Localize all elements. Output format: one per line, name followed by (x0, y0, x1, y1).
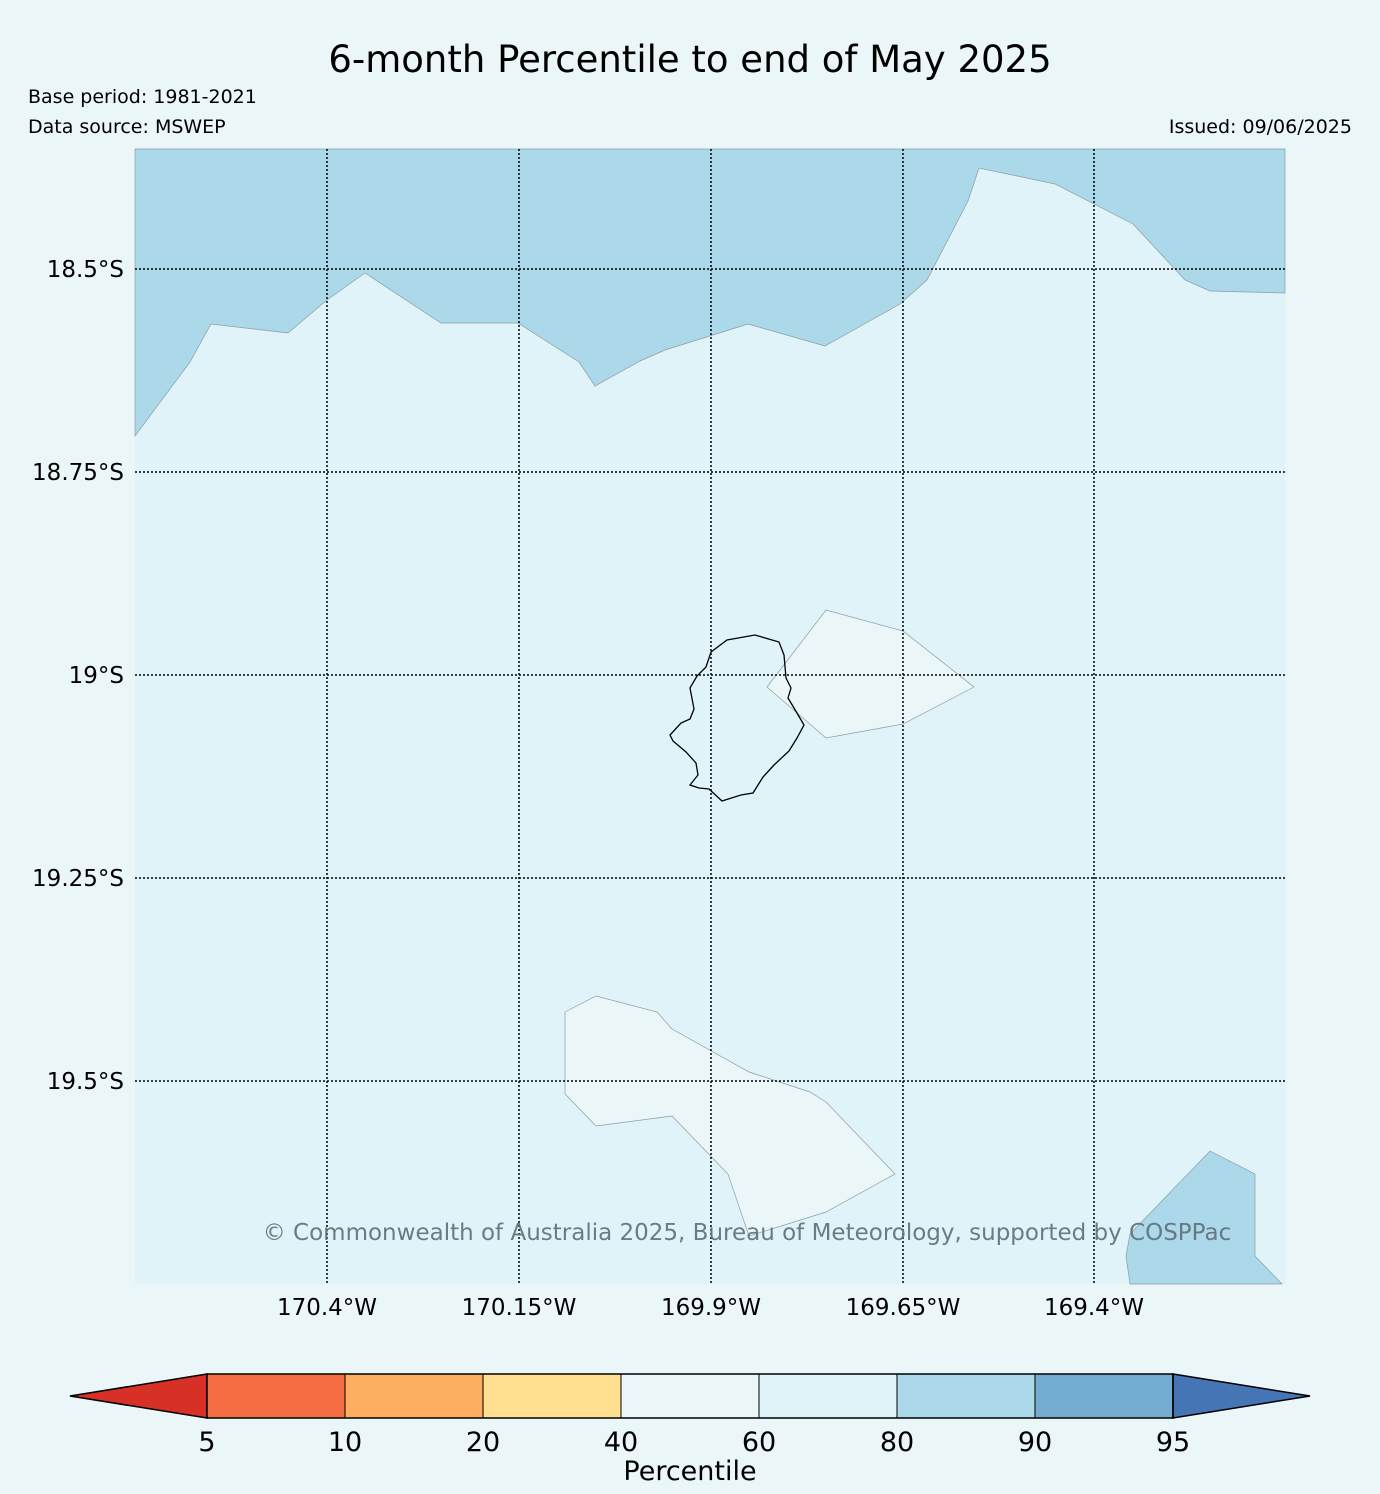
data-source: Data source: MSWEP (28, 116, 226, 138)
lat-label: 19.5°S (47, 1069, 124, 1095)
colorbar-tick: 20 (466, 1427, 500, 1458)
lat-label: 18.5°S (47, 257, 124, 283)
lon-label: 169.4°W (1044, 1295, 1144, 1321)
region-80-90-south (1125, 1150, 1283, 1285)
colorbar-segment-80-90 (897, 1374, 1035, 1418)
map-area: © Commonwealth of Australia 2025, Bureau… (134, 148, 1286, 1285)
longitude-labels: 170.4°W 170.15°W 169.9°W 169.65°W 169.4°… (277, 1295, 1144, 1321)
colorbar-dividers (344, 1374, 1036, 1418)
lon-label: 170.4°W (277, 1295, 377, 1321)
colorbar-segment-90-95 (1035, 1374, 1173, 1418)
colorbar-segment-10-20 (345, 1374, 483, 1418)
region-80-90-north (134, 148, 1286, 438)
lon-label: 169.9°W (661, 1295, 761, 1321)
colorbar: 5 10 20 40 60 80 90 95 Percentile (69, 1373, 1311, 1487)
colorbar-segment-5-10 (207, 1374, 345, 1418)
colorbar-tick: 5 (198, 1427, 215, 1458)
colorbar-tick: 60 (742, 1427, 776, 1458)
colorbar-ticks: 5 10 20 40 60 80 90 95 (198, 1427, 1190, 1458)
colorbar-tick: 40 (604, 1427, 638, 1458)
base-period: Base period: 1981-2021 (28, 86, 257, 108)
region-40-60-east (766, 609, 975, 739)
lat-label: 19°S (69, 663, 124, 689)
colorbar-tick: 95 (1156, 1427, 1190, 1458)
island-outline-niue (669, 634, 805, 802)
colorbar-tick: 10 (328, 1427, 362, 1458)
lat-label: 19.25°S (32, 866, 124, 892)
copyright-notice: © Commonwealth of Australia 2025, Bureau… (263, 1220, 1232, 1246)
colorbar-label: Percentile (623, 1456, 756, 1487)
gridlines (135, 149, 1285, 1284)
lat-label: 18.75°S (32, 460, 124, 486)
region-40-60-south (564, 995, 896, 1237)
issued-date: Issued: 09/06/2025 (1168, 116, 1352, 138)
colorbar-tick: 90 (1018, 1427, 1052, 1458)
colorbar-extend-low (69, 1373, 208, 1419)
colorbar-tick: 80 (880, 1427, 914, 1458)
colorbar-segment-40-60 (621, 1374, 759, 1418)
lon-label: 169.65°W (846, 1295, 961, 1321)
colorbar-extend-high (1172, 1373, 1311, 1419)
colorbar-segment-20-40 (483, 1374, 621, 1418)
colorbar-frame (206, 1373, 1174, 1419)
colorbar-segment-60-80 (759, 1374, 897, 1418)
map-title: 6-month Percentile to end of May 2025 (328, 38, 1052, 81)
lon-label: 170.15°W (462, 1295, 577, 1321)
latitude-labels: 18.5°S 18.75°S 19°S 19.25°S 19.5°S (32, 257, 124, 1095)
